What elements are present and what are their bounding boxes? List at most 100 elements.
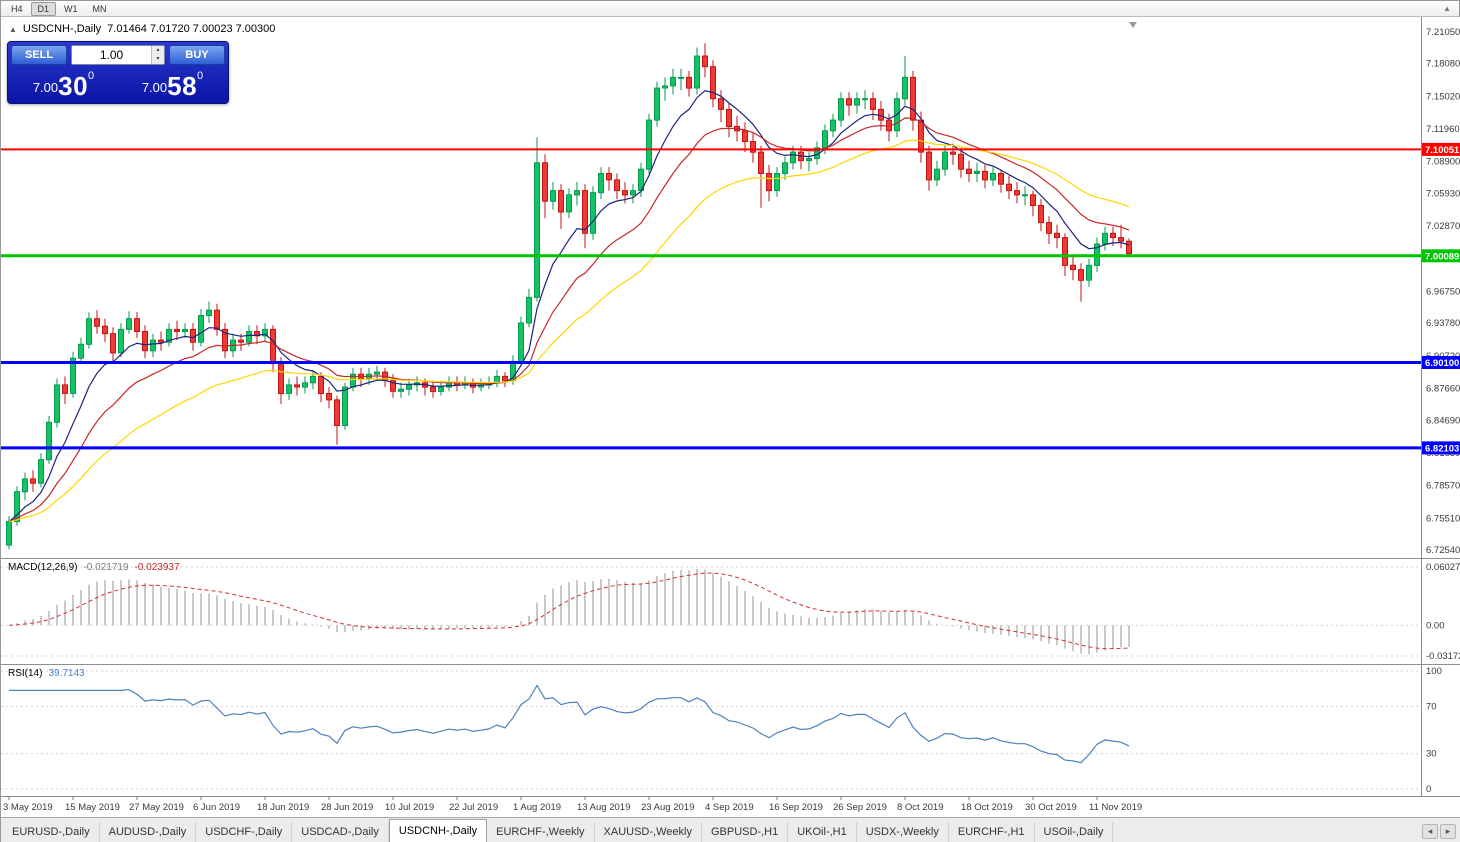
tab-scroll-left-icon[interactable]: ◂: [1422, 824, 1438, 839]
sell-price-prefix: 7.00: [32, 80, 59, 95]
chart-tabs: EURUSD-,Daily AUDUSD-,Daily USDCHF-,Daily U…: [1, 818, 1114, 842]
svg-text:28 Jun 2019: 28 Jun 2019: [321, 802, 373, 813]
buy-price[interactable]: 7.00 58 0: [120, 68, 225, 100]
macd-label: MACD(12,26,9) -0.021719 -0.023937: [8, 562, 180, 573]
svg-text:7.00089: 7.00089: [1425, 251, 1459, 262]
timeframe-button-d1[interactable]: D1: [30, 1, 57, 16]
tab-ukoil-h1[interactable]: UKOil-,H1: [788, 822, 857, 842]
price-axis-labels: 7.21050 7.18080 7.15020 7.11960 7.08900 7.059…: [1426, 27, 1460, 556]
macd-gridlines: [1, 566, 1421, 657]
tab-eurchf-weekly[interactable]: EURCHF-,Weekly: [487, 822, 595, 842]
chart-title: ▲ USDCNH-,Daily 7.01464 7.01720 7.00023 …: [9, 23, 275, 35]
date-labels: 3 May 2019 15 May 2019 27 May 2019 6 Jun 20…: [3, 797, 1142, 813]
svg-text:6.78570: 6.78570: [1426, 481, 1460, 492]
svg-text:26 Sep 2019: 26 Sep 2019: [833, 802, 887, 813]
svg-text:13 Aug 2019: 13 Aug 2019: [577, 802, 630, 813]
svg-text:30: 30: [1426, 749, 1437, 760]
horizontal-level-lines: [1, 148, 1421, 450]
ma-fast-line: [8, 90, 1130, 523]
volume-spinner: ▴ ▾: [151, 46, 164, 64]
rsi-name: RSI(14): [8, 668, 43, 679]
timeframe-button-group: H4 D1 W1 MN: [4, 1, 114, 16]
tab-eurchf-h1[interactable]: EURCHF-,H1: [949, 822, 1035, 842]
time-axis: 3 May 2019 15 May 2019 27 May 2019 6 Jun 20…: [1, 796, 1460, 813]
tab-xauusd-weekly[interactable]: XAUUSD-,Weekly: [595, 822, 702, 842]
svg-text:15 May 2019: 15 May 2019: [65, 802, 120, 813]
ma-slow-line: [8, 139, 1130, 523]
svg-text:27 May 2019: 27 May 2019: [129, 802, 184, 813]
ma-mid-line: [8, 117, 1130, 523]
rsi-chart[interactable]: 100 70 30 0: [1, 665, 1460, 796]
panel-splitter[interactable]: [1, 558, 1460, 559]
svg-text:16 Sep 2019: 16 Sep 2019: [769, 802, 823, 813]
window-menu-icon[interactable]: ▲: [1443, 4, 1451, 13]
one-click-trading-panel: SELL ▴ ▾ BUY 7.00 30 0 7.00: [7, 41, 229, 104]
sell-button[interactable]: SELL: [11, 45, 67, 65]
volume-control: ▴ ▾: [71, 45, 165, 65]
svg-text:6.87660: 6.87660: [1426, 384, 1460, 395]
macd-chart[interactable]: 0.06027 0.00 -0.03172: [1, 559, 1460, 664]
buy-price-pip-digit: 0: [197, 70, 204, 82]
tab-gbpusd-h1[interactable]: GBPUSD-,H1: [702, 822, 789, 842]
svg-text:18 Oct 2019: 18 Oct 2019: [961, 802, 1013, 813]
svg-text:4 Sep 2019: 4 Sep 2019: [705, 802, 754, 813]
chart-symbol-label: USDCNH-,Daily: [22, 23, 102, 35]
svg-text:7.05930: 7.05930: [1426, 189, 1460, 200]
svg-text:6 Jun 2019: 6 Jun 2019: [193, 802, 240, 813]
volume-down-icon[interactable]: ▾: [152, 55, 164, 64]
buy-price-big-digits: 58: [167, 71, 198, 101]
timeframe-button-w1[interactable]: W1: [57, 2, 85, 16]
moving-average-lines: [8, 90, 1130, 523]
macd-signal-value: -0.023937: [134, 562, 180, 573]
tab-usdchf-daily[interactable]: USDCHF-,Daily: [196, 822, 293, 842]
svg-text:1 Aug 2019: 1 Aug 2019: [513, 802, 561, 813]
trade-prices-row: 7.00 30 0 7.00 58 0: [11, 68, 225, 100]
chart-shift-marker: [1129, 22, 1137, 28]
tab-usdx-weekly[interactable]: USDX-,Weekly: [857, 822, 949, 842]
panel-splitter[interactable]: [1, 664, 1460, 665]
tab-usdcad-daily[interactable]: USDCAD-,Daily: [292, 822, 389, 842]
svg-text:6.90100: 6.90100: [1425, 358, 1459, 369]
volume-up-icon[interactable]: ▴: [152, 46, 164, 55]
tab-scroll-buttons: ◂ ▸: [1417, 824, 1460, 842]
candlesticks: [6, 43, 1132, 550]
svg-text:6.72540: 6.72540: [1426, 545, 1460, 556]
svg-text:7.18080: 7.18080: [1426, 59, 1460, 70]
macd-name: MACD(12,26,9): [8, 562, 78, 573]
tab-usdcnh-daily[interactable]: USDCNH-,Daily: [388, 819, 488, 842]
rsi-axis-labels: 100 70 30 0: [1426, 666, 1442, 795]
svg-text:0.06027: 0.06027: [1426, 562, 1460, 573]
svg-text:23 Aug 2019: 23 Aug 2019: [641, 802, 694, 813]
tab-audusd-daily[interactable]: AUDUSD-,Daily: [100, 822, 197, 842]
svg-text:11 Nov 2019: 11 Nov 2019: [1089, 802, 1142, 813]
svg-text:0: 0: [1426, 784, 1431, 795]
svg-text:8 Oct 2019: 8 Oct 2019: [897, 802, 943, 813]
buy-button[interactable]: BUY: [169, 45, 225, 65]
price-chart[interactable]: 7.21050 7.18080 7.15020 7.11960 7.08900 7.059…: [1, 17, 1460, 558]
sell-price-big-digits: 30: [58, 71, 89, 101]
tab-eurusd-daily[interactable]: EURUSD-,Daily: [3, 822, 100, 842]
tab-usoil-daily[interactable]: USOil-,Daily: [1035, 822, 1114, 842]
tab-scroll-right-icon[interactable]: ▸: [1440, 824, 1456, 839]
sell-price[interactable]: 7.00 30 0: [11, 68, 116, 100]
svg-text:7.11960: 7.11960: [1426, 124, 1460, 135]
macd-main-value: -0.021719: [83, 562, 129, 573]
trade-controls-row: SELL ▴ ▾ BUY: [11, 45, 225, 65]
chart-tab-bar: EURUSD-,Daily AUDUSD-,Daily USDCHF-,Daily U…: [1, 817, 1460, 842]
svg-text:6.96750: 6.96750: [1426, 287, 1460, 298]
svg-text:7.08900: 7.08900: [1426, 157, 1460, 168]
rsi-line: [9, 684, 1130, 764]
svg-text:7.10051: 7.10051: [1425, 145, 1460, 156]
svg-text:22 Jul 2019: 22 Jul 2019: [449, 802, 498, 813]
svg-text:7.15020: 7.15020: [1426, 91, 1460, 102]
timeframe-button-mn[interactable]: MN: [86, 2, 114, 16]
timeframe-button-h4[interactable]: H4: [4, 2, 30, 16]
volume-input[interactable]: [72, 46, 151, 64]
toolbar: H4 D1 W1 MN ▲: [1, 1, 1459, 17]
svg-text:10 Jul 2019: 10 Jul 2019: [385, 802, 434, 813]
svg-text:7.21050: 7.21050: [1426, 27, 1460, 38]
panel-collapse-icon[interactable]: ▲: [9, 24, 17, 34]
svg-text:6.75510: 6.75510: [1426, 513, 1460, 524]
rsi-gridlines: [1, 670, 1421, 790]
sell-price-pip-digit: 0: [88, 70, 95, 82]
